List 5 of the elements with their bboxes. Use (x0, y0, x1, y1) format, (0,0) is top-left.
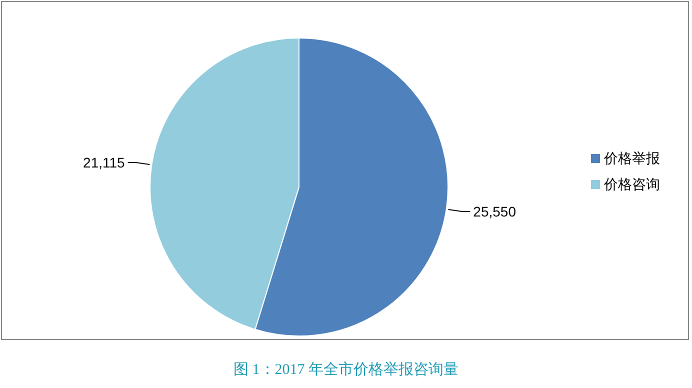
data-label: 21,115 (83, 154, 126, 170)
legend-label: 价格咨询 (604, 176, 660, 192)
data-label: 25,550 (473, 204, 516, 220)
text: 图 1：2017 年全市价格举报咨询量 (232, 360, 460, 379)
legend-label: 价格举报 (604, 150, 660, 166)
